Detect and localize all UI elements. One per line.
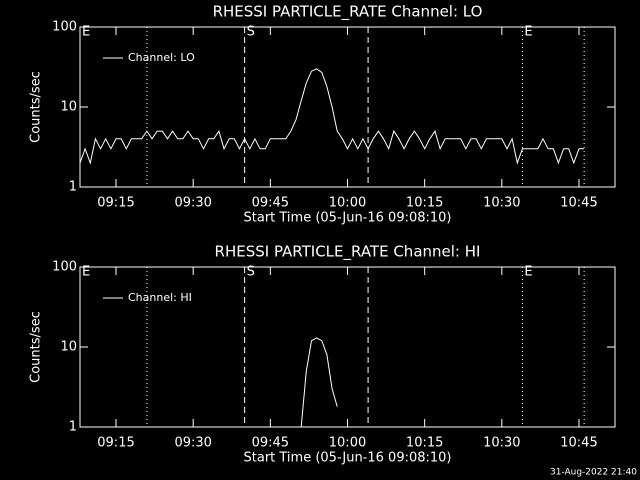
x-tick-label: 10:15 [406, 196, 443, 211]
x-tick-label: 10:45 [560, 196, 597, 211]
x-axis-label: Start Time (05-Jun-16 09:08:10) [244, 211, 452, 226]
x-tick-label: 09:45 [252, 436, 289, 451]
legend-label: Channel: HI [128, 291, 192, 304]
x-tick-label: 09:30 [174, 196, 211, 211]
y-tick-label: 100 [52, 260, 77, 275]
legend-label: Channel: LO [128, 51, 195, 64]
chart-title: RHESSI PARTICLE_RATE Channel: LO [213, 3, 483, 22]
x-tick-label: 10:45 [560, 436, 597, 451]
x-tick-label: 09:15 [97, 436, 134, 451]
x-tick-label: 10:00 [329, 436, 366, 451]
footer: 31-Aug-2022 21:40 [550, 468, 637, 478]
chart-title: RHESSI PARTICLE_RATE Channel: HI [215, 243, 481, 262]
x-tick-label: 09:45 [252, 196, 289, 211]
flag-label: E [82, 25, 90, 40]
y-tick-label: 10 [60, 340, 77, 355]
flag-label: S [247, 25, 255, 40]
y-tick-label: 1 [69, 180, 77, 195]
x-tick-label: 10:30 [483, 436, 520, 451]
flag-label: S [247, 265, 255, 280]
x-tick-label: 10:30 [483, 196, 520, 211]
flag-label: E [82, 265, 90, 280]
y-axis-label: Counts/sec [29, 311, 44, 383]
data-line [80, 68, 585, 165]
flag-label: E [524, 25, 532, 40]
y-tick-label: 1 [69, 420, 77, 435]
y-tick-label: 10 [60, 100, 77, 115]
y-axis-label: Counts/sec [29, 71, 44, 143]
x-axis-label: Start Time (05-Jun-16 09:08:10) [244, 451, 452, 466]
x-tick-label: 09:30 [174, 436, 211, 451]
y-tick-label: 100 [52, 20, 77, 35]
x-tick-label: 09:15 [97, 196, 134, 211]
data-line [300, 337, 338, 427]
x-tick-label: 10:15 [406, 436, 443, 451]
flag-label: E [524, 265, 532, 280]
x-tick-label: 10:00 [329, 196, 366, 211]
